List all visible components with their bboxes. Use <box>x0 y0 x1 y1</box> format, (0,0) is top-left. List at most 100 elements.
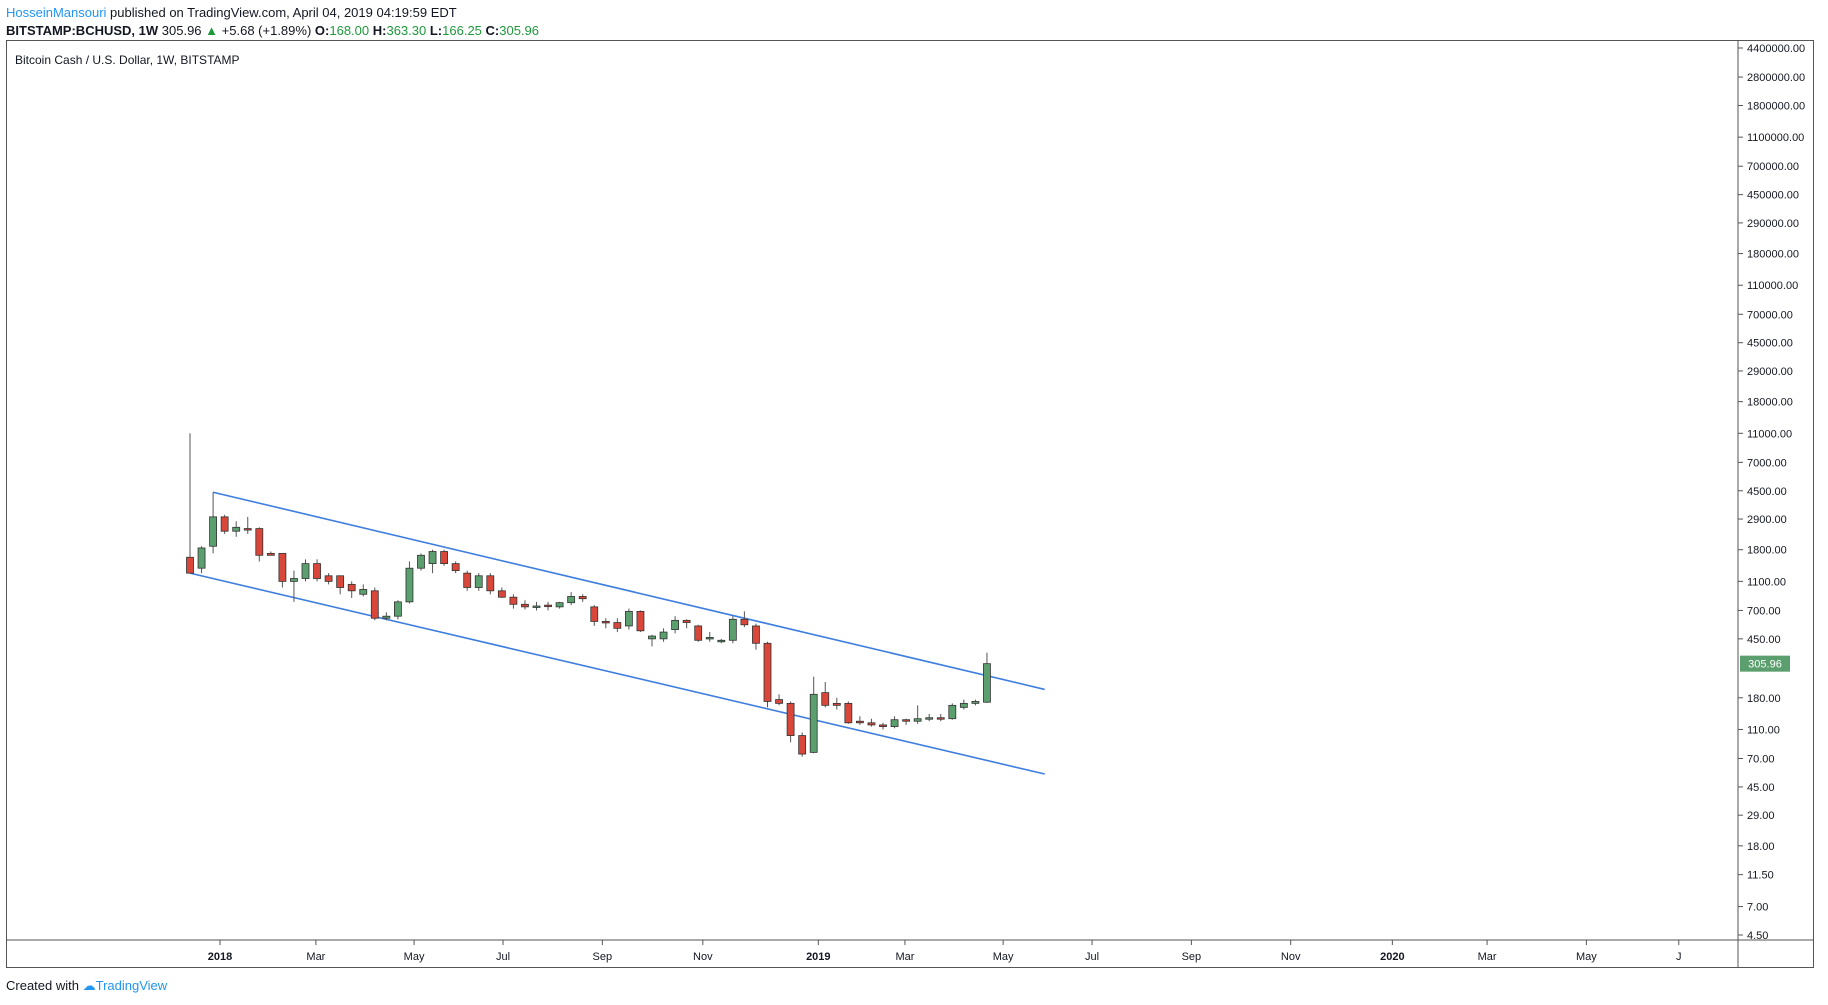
x-tick-label: 2018 <box>208 951 232 963</box>
channel-lines[interactable] <box>189 491 1045 775</box>
candle-body <box>913 718 922 722</box>
y-tick-label: 2800000.00 <box>1747 72 1805 84</box>
x-tick-label: Jul <box>496 951 510 963</box>
candle-body <box>393 601 402 617</box>
candle <box>428 549 437 574</box>
candle <box>278 552 287 588</box>
y-tick-label: 11000.00 <box>1747 428 1792 440</box>
candle-body <box>856 720 864 724</box>
candle-body <box>382 615 391 619</box>
candle-body <box>266 552 275 556</box>
x-tick-label: 2020 <box>1380 951 1404 963</box>
chart-header: HosseinMansouri published on TradingView… <box>6 4 539 40</box>
time-axis[interactable]: 2018 Mar May Jul Sep Nov 2019 Mar May Jul Sep Nov 20… <box>208 940 1682 963</box>
candle <box>243 516 252 534</box>
y-tick-label: 1800.00 <box>1747 545 1787 557</box>
candle <box>544 601 552 611</box>
low-label: L: <box>429 23 443 38</box>
candle <box>983 652 991 703</box>
candle-body <box>486 575 495 592</box>
y-tick-label: 110.00 <box>1747 724 1780 736</box>
created-with-text: Created with <box>6 978 79 993</box>
candle-body <box>613 622 622 629</box>
candles <box>186 433 991 757</box>
candle <box>728 616 737 644</box>
candle <box>659 628 668 642</box>
candle <box>359 584 368 597</box>
candle-body <box>290 578 298 582</box>
candle <box>694 624 703 642</box>
author-link[interactable]: HosseinMansouri <box>6 5 107 20</box>
candle-body <box>763 642 772 702</box>
y-tick-label: 7000.00 <box>1747 457 1787 469</box>
candle <box>555 601 564 609</box>
candle-body <box>936 717 945 720</box>
x-tick-label: Jul <box>1085 951 1099 963</box>
candle-body <box>567 596 576 604</box>
candle <box>936 713 945 722</box>
y-tick-label: 29.00 <box>1747 810 1775 822</box>
candle <box>648 634 656 647</box>
candle <box>809 676 818 754</box>
y-tick-label: 4400000.00 <box>1747 43 1805 55</box>
price-axis[interactable]: 4400000.00 2800000.00 1800000.00 1100000.00… <box>1738 43 1805 942</box>
low-value: 166.25 <box>442 23 482 38</box>
candle <box>775 694 783 706</box>
x-tick-label: May <box>1576 951 1597 963</box>
candle <box>613 618 622 633</box>
y-tick-label: 45000.00 <box>1747 338 1793 350</box>
candle-body <box>740 618 749 626</box>
candle-body <box>255 528 264 556</box>
candle-body <box>659 631 668 640</box>
candle-body <box>601 621 610 624</box>
candle-body <box>821 692 830 706</box>
candle <box>625 608 633 630</box>
candle <box>197 546 206 574</box>
candle <box>948 703 957 720</box>
candle <box>832 697 841 710</box>
y-tick-label: 70.00 <box>1747 754 1775 766</box>
candle-body <box>625 610 633 627</box>
candle <box>913 705 922 724</box>
candle-body <box>590 606 599 622</box>
candle-body <box>682 619 691 623</box>
y-tick-label: 70000.00 <box>1747 309 1793 321</box>
candle-body <box>347 583 356 592</box>
candle <box>463 570 472 591</box>
candle <box>347 581 356 598</box>
price-change: +5.68 (+1.89%) <box>221 23 312 38</box>
channel-lower-line[interactable] <box>189 572 1045 775</box>
header-row-2: BITSTAMP:BCHUSD, 1W 305.96 ▲ +5.68 (+1.8… <box>6 22 539 40</box>
candle-body <box>521 603 529 608</box>
chart-frame[interactable] <box>6 40 1814 968</box>
candle-body <box>879 724 887 727</box>
candle-body <box>798 735 807 755</box>
candle-body <box>671 619 679 630</box>
candle-body <box>705 637 714 640</box>
candle-body <box>971 701 980 704</box>
candle <box>763 641 772 708</box>
candle-body <box>844 702 853 724</box>
high-label: H: <box>372 23 387 38</box>
candle-body <box>809 693 818 753</box>
candle-body <box>278 552 287 582</box>
candle-body <box>902 719 910 722</box>
candle <box>717 638 726 644</box>
candle <box>786 701 795 743</box>
candle <box>405 561 414 604</box>
y-tick-label: 18.00 <box>1747 841 1775 853</box>
x-tick-label: Mar <box>895 951 914 963</box>
candle <box>440 549 449 566</box>
x-tick-label: Nov <box>693 951 713 963</box>
tradingview-link[interactable]: TradingView <box>95 978 168 993</box>
channel-upper-line[interactable] <box>212 491 1045 691</box>
candle <box>671 616 679 634</box>
candle <box>370 587 379 621</box>
y-tick-label: 700000.00 <box>1747 161 1799 173</box>
candle <box>601 618 610 629</box>
high-value: 363.30 <box>386 23 427 38</box>
candle <box>417 553 425 571</box>
y-tick-label: 29000.00 <box>1747 366 1793 378</box>
candle-body <box>336 575 345 588</box>
